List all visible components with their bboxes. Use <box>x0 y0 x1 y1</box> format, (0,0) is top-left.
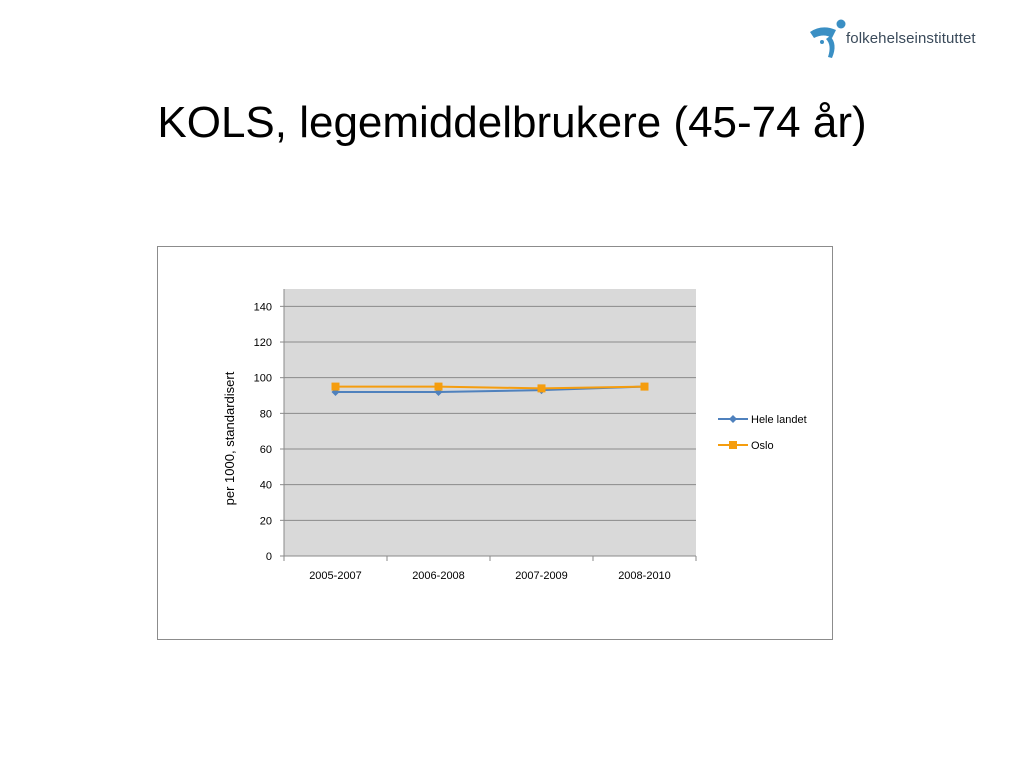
y-tick-label: 40 <box>260 480 272 492</box>
legend-marker <box>729 415 737 423</box>
y-tick-label: 0 <box>266 551 272 563</box>
x-tick-label: 2006-2008 <box>412 570 465 582</box>
x-tick-label: 2007-2009 <box>515 570 568 582</box>
y-tick-label: 80 <box>260 408 272 420</box>
y-tick-label: 20 <box>260 515 272 527</box>
line-chart: 0 20 40 60 80 100 120 140 2005-2007 2006-2008 2007… <box>222 289 807 582</box>
series-line <box>335 385 645 390</box>
y-tick-label: 100 <box>254 373 272 385</box>
figure-icon <box>810 19 846 58</box>
slide-title: KOLS, legemiddelbrukere (45-74 år) <box>157 98 867 147</box>
y-tick-label: 120 <box>254 337 272 349</box>
y-axis-label: per 1000, standardisert <box>222 371 237 505</box>
x-tick-label: 2005-2007 <box>309 570 362 582</box>
logo-text: folkehelseinstituttet <box>846 30 976 47</box>
data-point <box>537 384 546 393</box>
y-tick-label: 140 <box>254 301 272 313</box>
logo: folkehelseinstituttet <box>808 18 1008 62</box>
data-point <box>640 382 649 391</box>
x-tick-label: 2008-2010 <box>618 570 671 582</box>
chart-frame: 0 20 40 60 80 100 120 140 2005-2007 2006-2008 2007… <box>157 246 833 640</box>
plot-area <box>284 289 696 556</box>
legend-label: Oslo <box>751 440 774 452</box>
data-point <box>331 382 340 391</box>
data-point <box>434 382 443 391</box>
legend-label: Hele landet <box>751 414 807 426</box>
y-tick-label: 60 <box>260 444 272 456</box>
legend-marker <box>729 441 737 449</box>
